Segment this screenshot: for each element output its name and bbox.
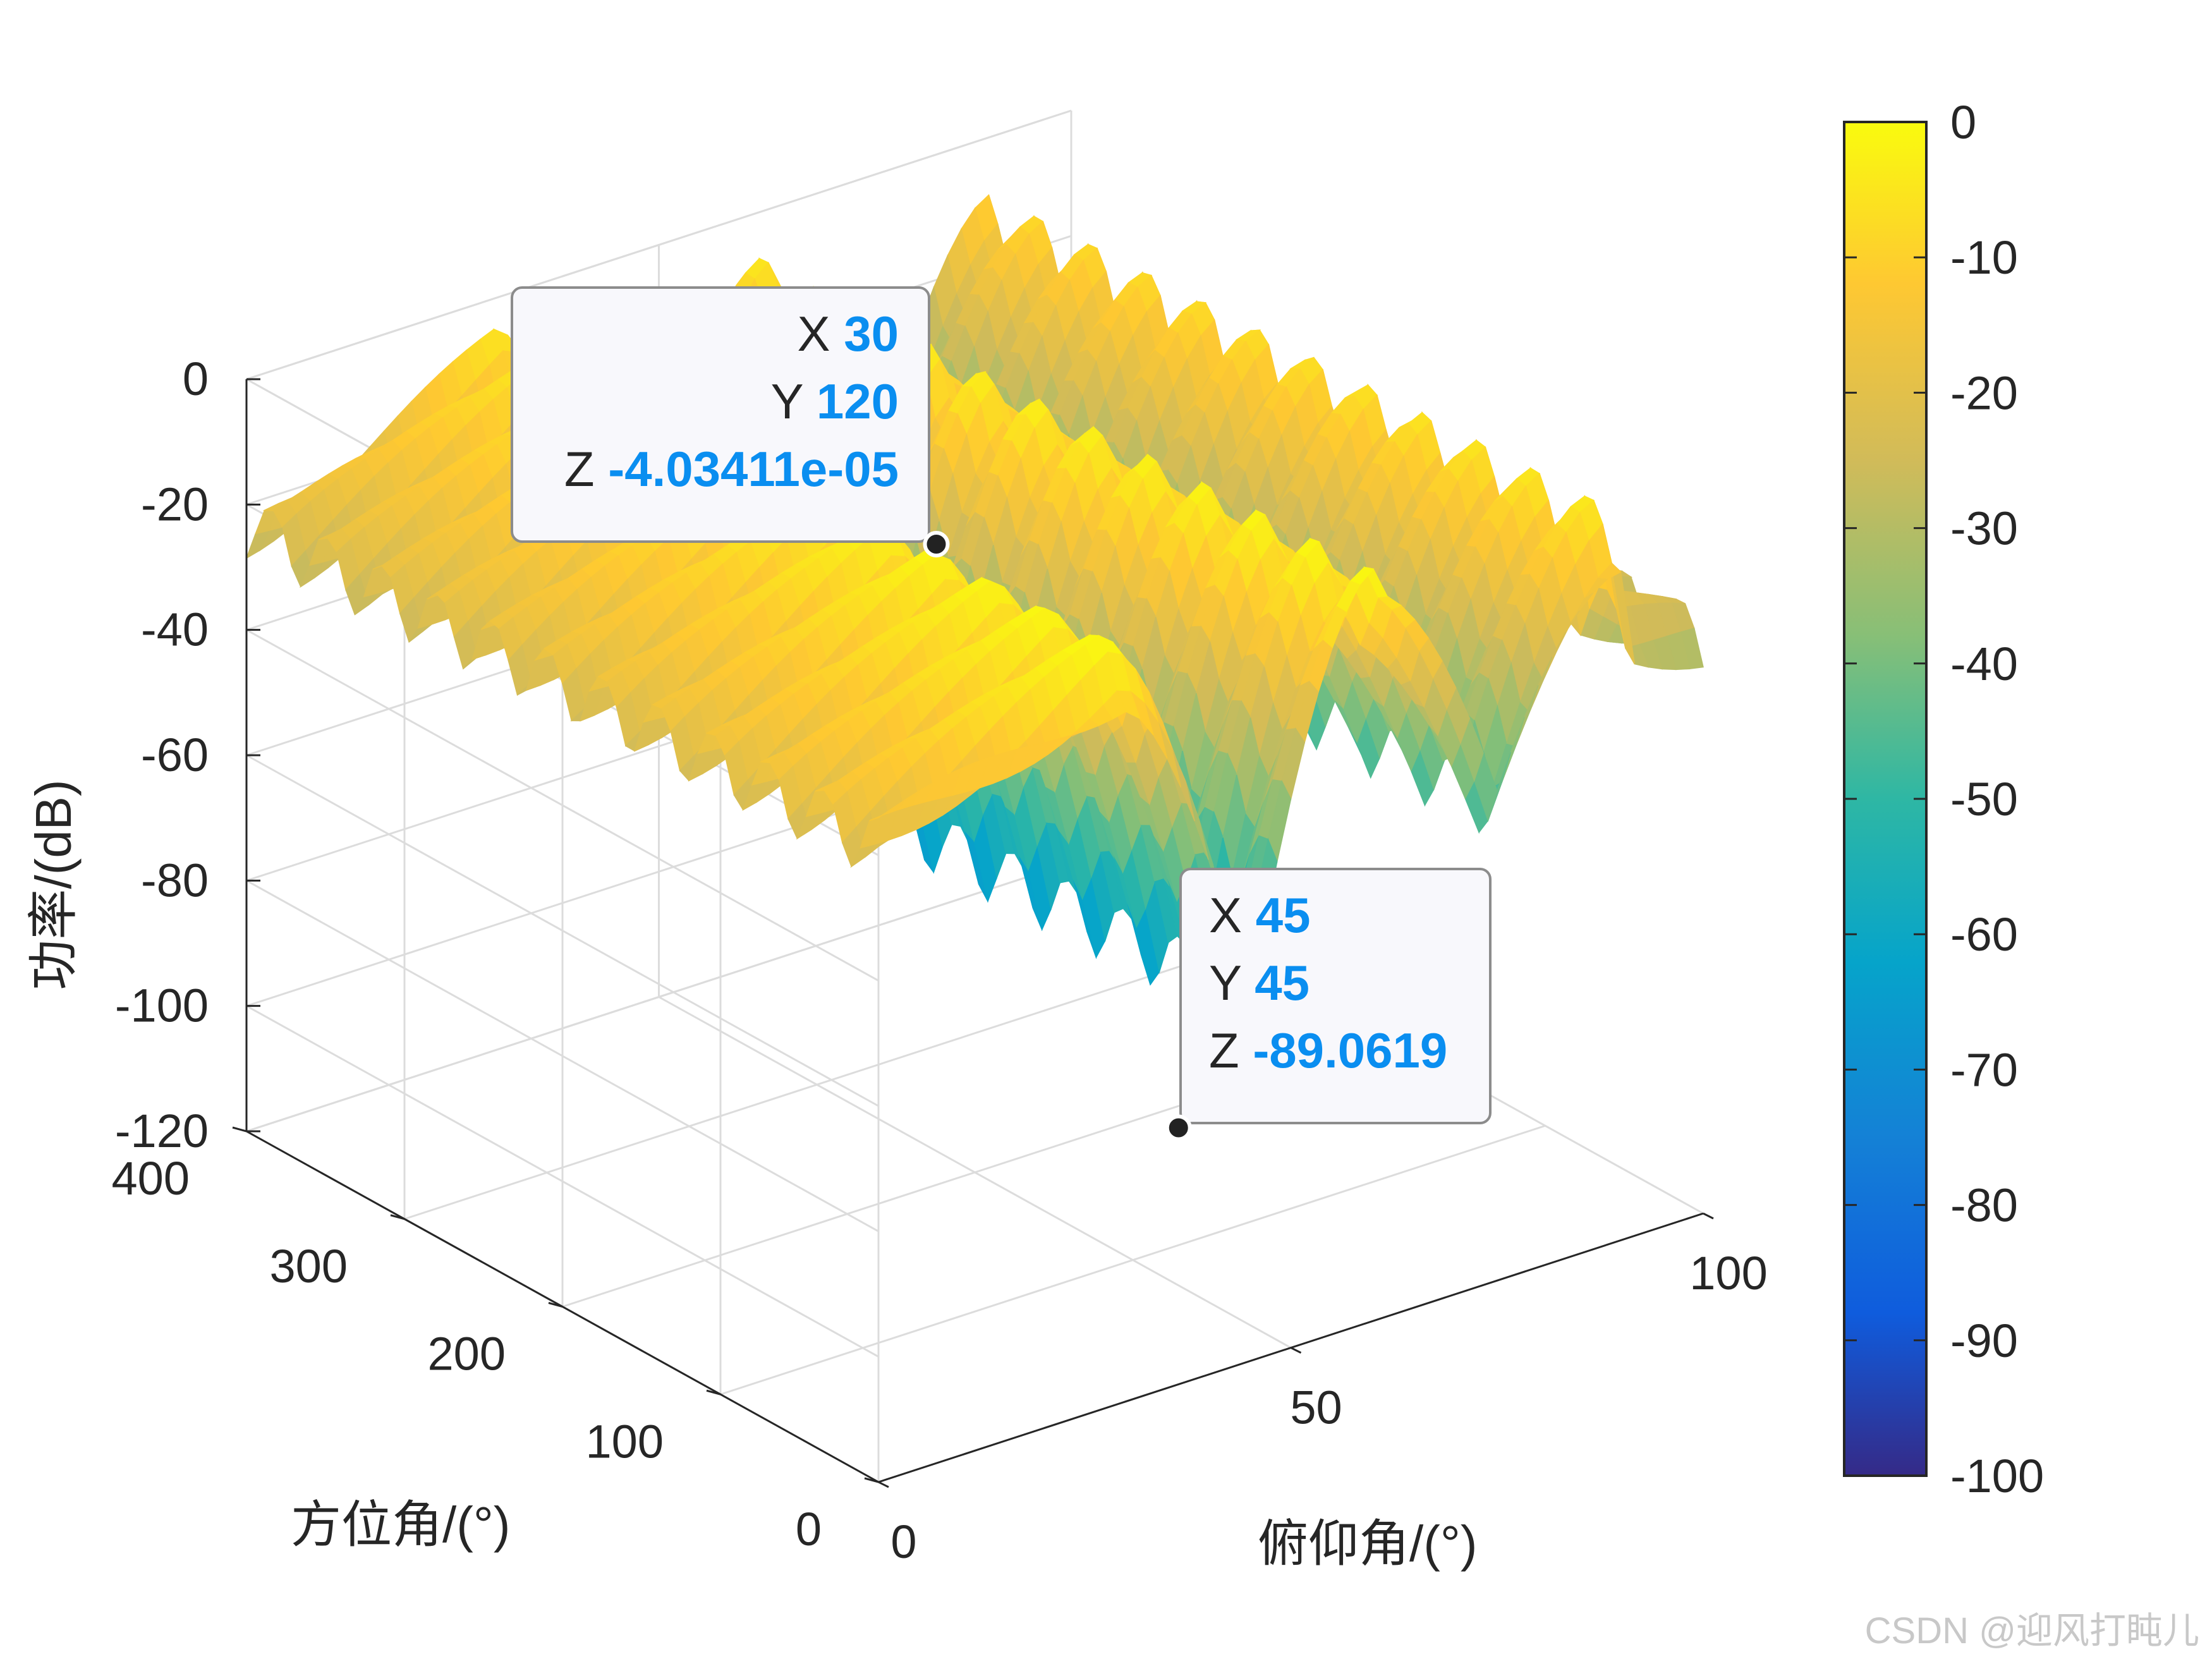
x-tick-label: 100 xyxy=(1689,1247,1767,1299)
colorbar-tick-label: -10 xyxy=(1950,231,2018,284)
datatip-marker xyxy=(923,531,950,558)
z-tick-label: -40 xyxy=(141,604,209,656)
datatip-row: X 30 xyxy=(798,306,899,362)
colorbar-tick-label: -80 xyxy=(1950,1179,2018,1232)
datatip-row: Y 120 xyxy=(771,374,899,429)
y-tick-label: 400 xyxy=(112,1152,190,1205)
y-tick-label: 200 xyxy=(428,1328,506,1380)
colorbar-tick-label: -30 xyxy=(1950,502,2018,555)
datatip-row: Z -4.03411e-05 xyxy=(564,441,899,497)
z-axis-label: 功率/(dB) xyxy=(25,779,82,990)
watermark: CSDN @迎风打盹儿 xyxy=(1865,1610,2199,1651)
y-tick-label: 300 xyxy=(270,1240,348,1292)
datatip-row: X 45 xyxy=(1209,887,1310,943)
colorbar-tick-label: -50 xyxy=(1950,773,2018,825)
z-tick-label: -100 xyxy=(115,980,209,1032)
colorbar-tick-label: -40 xyxy=(1950,638,2018,690)
x-tick-label: 50 xyxy=(1290,1382,1342,1434)
y-tick-label: 0 xyxy=(796,1503,822,1555)
y-tick-label: 100 xyxy=(586,1415,664,1468)
x-tick-label: 0 xyxy=(890,1516,916,1568)
datatip-marker xyxy=(1165,1114,1192,1141)
colorbar-tick-label: -90 xyxy=(1950,1315,2018,1367)
colorbar-tick-label: -100 xyxy=(1950,1450,2044,1502)
colorbar-tick-label: -60 xyxy=(1950,908,2018,961)
z-tick-label: -120 xyxy=(115,1105,209,1157)
z-tick-label: -60 xyxy=(141,729,209,781)
colorbar-tick-label: -70 xyxy=(1950,1043,2018,1096)
power-surface xyxy=(245,194,1704,1013)
y-axis-label: 方位角/(°) xyxy=(291,1497,511,1553)
z-tick-label: -20 xyxy=(141,478,209,530)
datatip-row: Z -89.0619 xyxy=(1209,1023,1447,1078)
x-axis-label: 俯仰角/(°) xyxy=(1258,1516,1478,1572)
colorbar-tick-label: 0 xyxy=(1950,96,1976,149)
colorbar-tick-label: -20 xyxy=(1950,367,2018,419)
datatip-row: Y 45 xyxy=(1209,955,1310,1011)
z-tick-label: -80 xyxy=(141,854,209,906)
z-tick-label: 0 xyxy=(183,353,209,405)
